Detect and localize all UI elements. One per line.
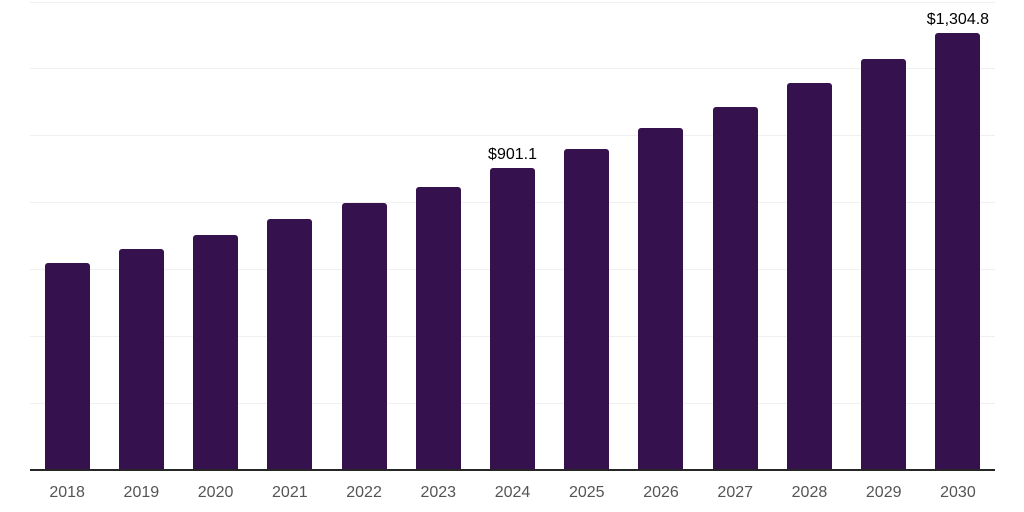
bar-slot: $901.1 <box>475 0 549 470</box>
x-axis-label-2019: 2019 <box>123 484 160 501</box>
x-axis-label-2027: 2027 <box>717 484 754 501</box>
x-axis-label-2024: 2024 <box>494 484 531 501</box>
x-axis-label-2022: 2022 <box>346 484 382 501</box>
x-axis-label-2018: 2018 <box>49 484 85 501</box>
x-axis-label-2029: 2029 <box>865 484 902 501</box>
bars-row: $901.1 $1,304.8 <box>30 0 995 470</box>
x-axis-label-2026: 2026 <box>643 484 679 501</box>
bar-slot <box>178 0 252 470</box>
x-axis-label-2025: 2025 <box>568 484 605 501</box>
bar-2023 <box>415 186 461 470</box>
bar-slot <box>624 0 698 470</box>
x-axis-label-2021: 2021 <box>272 484 308 501</box>
bar-slot <box>698 0 772 470</box>
bar-slot <box>772 0 846 470</box>
x-axis-label-2030: 2030 <box>940 484 976 501</box>
bar-slot <box>30 0 104 470</box>
bar-2025 <box>564 148 610 470</box>
bar-2028 <box>786 83 832 470</box>
bar-2018 <box>44 262 90 470</box>
gridline <box>30 135 995 137</box>
bar-slot: $1,304.8 <box>921 0 995 470</box>
bar-2019 <box>118 249 164 470</box>
x-axis-label-2020: 2020 <box>197 484 234 501</box>
bar-2027 <box>712 106 758 470</box>
gridline <box>30 1 995 3</box>
x-axis-labels: 2018 2019 2020 2021 2022 2023 2024 2025 2026 2027… <box>30 484 995 502</box>
bar-slot <box>401 0 475 470</box>
bar-slot <box>327 0 401 470</box>
bar-value-label: $1,304.8 <box>926 11 990 29</box>
bar-2020 <box>193 235 239 470</box>
x-axis-line <box>30 469 995 471</box>
bar-slot <box>104 0 178 470</box>
bar-2022 <box>341 202 387 470</box>
bar-value-label: $901.1 <box>488 146 537 164</box>
bar-2021 <box>267 219 313 470</box>
x-axis-label-2023: 2023 <box>420 484 457 501</box>
bar-slot <box>847 0 921 470</box>
bar-slot <box>550 0 624 470</box>
x-axis-label-2028: 2028 <box>791 484 828 501</box>
bar-2029 <box>861 58 907 470</box>
bar-2026 <box>638 128 684 470</box>
bar-slot <box>253 0 327 470</box>
plot-area: $901.1 $1,304.8 <box>30 0 995 470</box>
gridline <box>30 68 995 70</box>
bar-2024 <box>490 168 536 470</box>
bar-2030 <box>935 33 981 470</box>
